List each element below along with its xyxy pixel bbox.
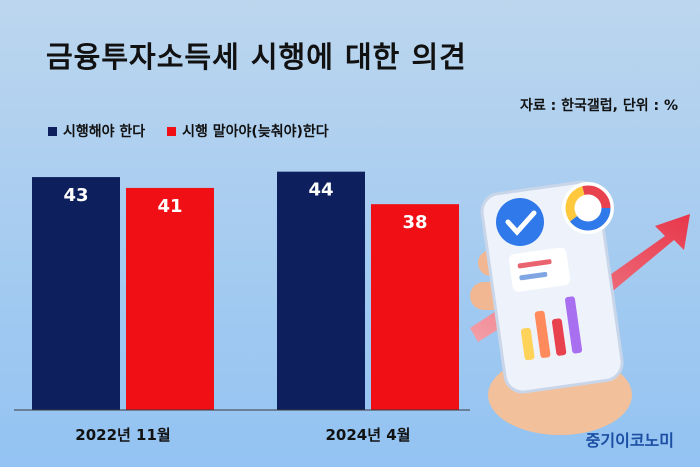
data-label-1-1: 43 — [63, 185, 88, 206]
bar-1-1 — [32, 177, 120, 410]
source-note: 자료 : 한국갤럽, 단위 : % — [520, 98, 678, 114]
legend: 시행해야 한다 시행 말아야(늦춰야)한다 — [48, 121, 329, 141]
data-label-2-1: 41 — [157, 196, 182, 217]
bar-2-2 — [371, 204, 459, 410]
legend-label-series1: 시행해야 한다 — [63, 124, 146, 140]
chart-title: 금융투자소득세 시행에 대한 의견 — [46, 40, 467, 74]
category-label-1: 2022년 11월 — [75, 426, 170, 444]
legend-swatch-series1 — [48, 126, 57, 136]
legend-label-series2: 시행 말아야(늦춰야)한다 — [182, 124, 329, 140]
legend-item-series2: 시행 말아야(늦춰야)한다 — [167, 121, 329, 141]
data-label-2-2: 38 — [402, 212, 427, 233]
brand-logo: 중기이코노미 — [585, 431, 674, 450]
category-label-2: 2024년 4월 — [325, 426, 410, 444]
bar-1-2 — [277, 171, 365, 410]
legend-swatch-series2 — [167, 126, 177, 136]
legend-item-series1: 시행해야 한다 — [48, 121, 145, 141]
bar-2-1 — [126, 187, 214, 410]
data-label-1-2: 44 — [308, 180, 333, 201]
